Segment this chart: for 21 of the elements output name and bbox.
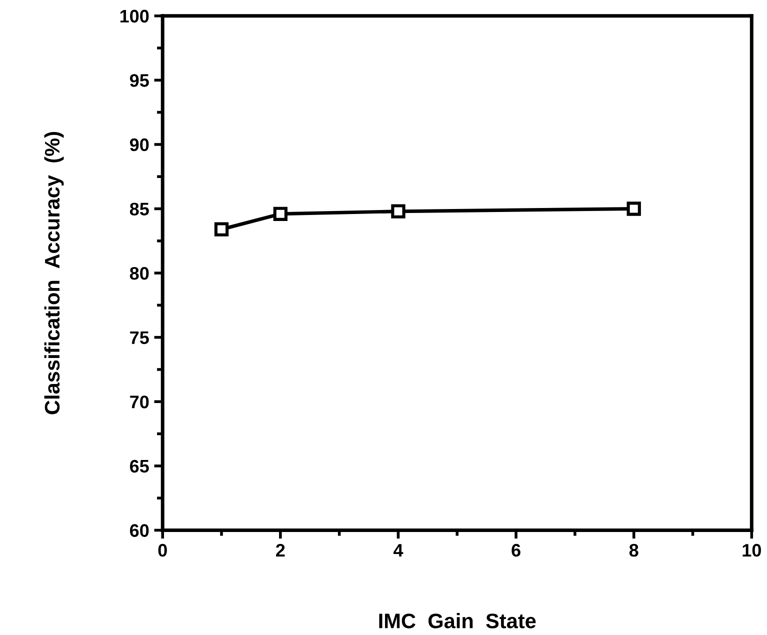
x-tick-label: 0 [158, 544, 167, 557]
y-tick-label: 85 [130, 202, 149, 216]
y-tick-label: 70 [130, 396, 149, 408]
y-axis-title: Classification Accuracy (%) [44, 132, 64, 414]
y-tick-label: 95 [130, 74, 149, 87]
point [273, 206, 288, 221]
x-tick-label: 6 [512, 544, 520, 557]
x-tick-label: 8 [629, 544, 638, 557]
x-axis-title: IMC Gain State [379, 613, 536, 628]
x-tick-label: 10 [742, 544, 761, 557]
y-tick-label: 65 [130, 460, 149, 473]
x-tick-label: 4 [393, 544, 404, 557]
y-tick-label: 100 [120, 10, 149, 23]
x-tick-label: 2 [276, 544, 285, 557]
y-tick-label: 60 [130, 524, 149, 537]
y-tick-label: 80 [130, 266, 149, 280]
y-tick-label: 75 [130, 331, 149, 344]
y-tick-label: 90 [130, 138, 149, 152]
point [391, 204, 406, 218]
point [214, 222, 229, 236]
point [626, 202, 641, 216]
